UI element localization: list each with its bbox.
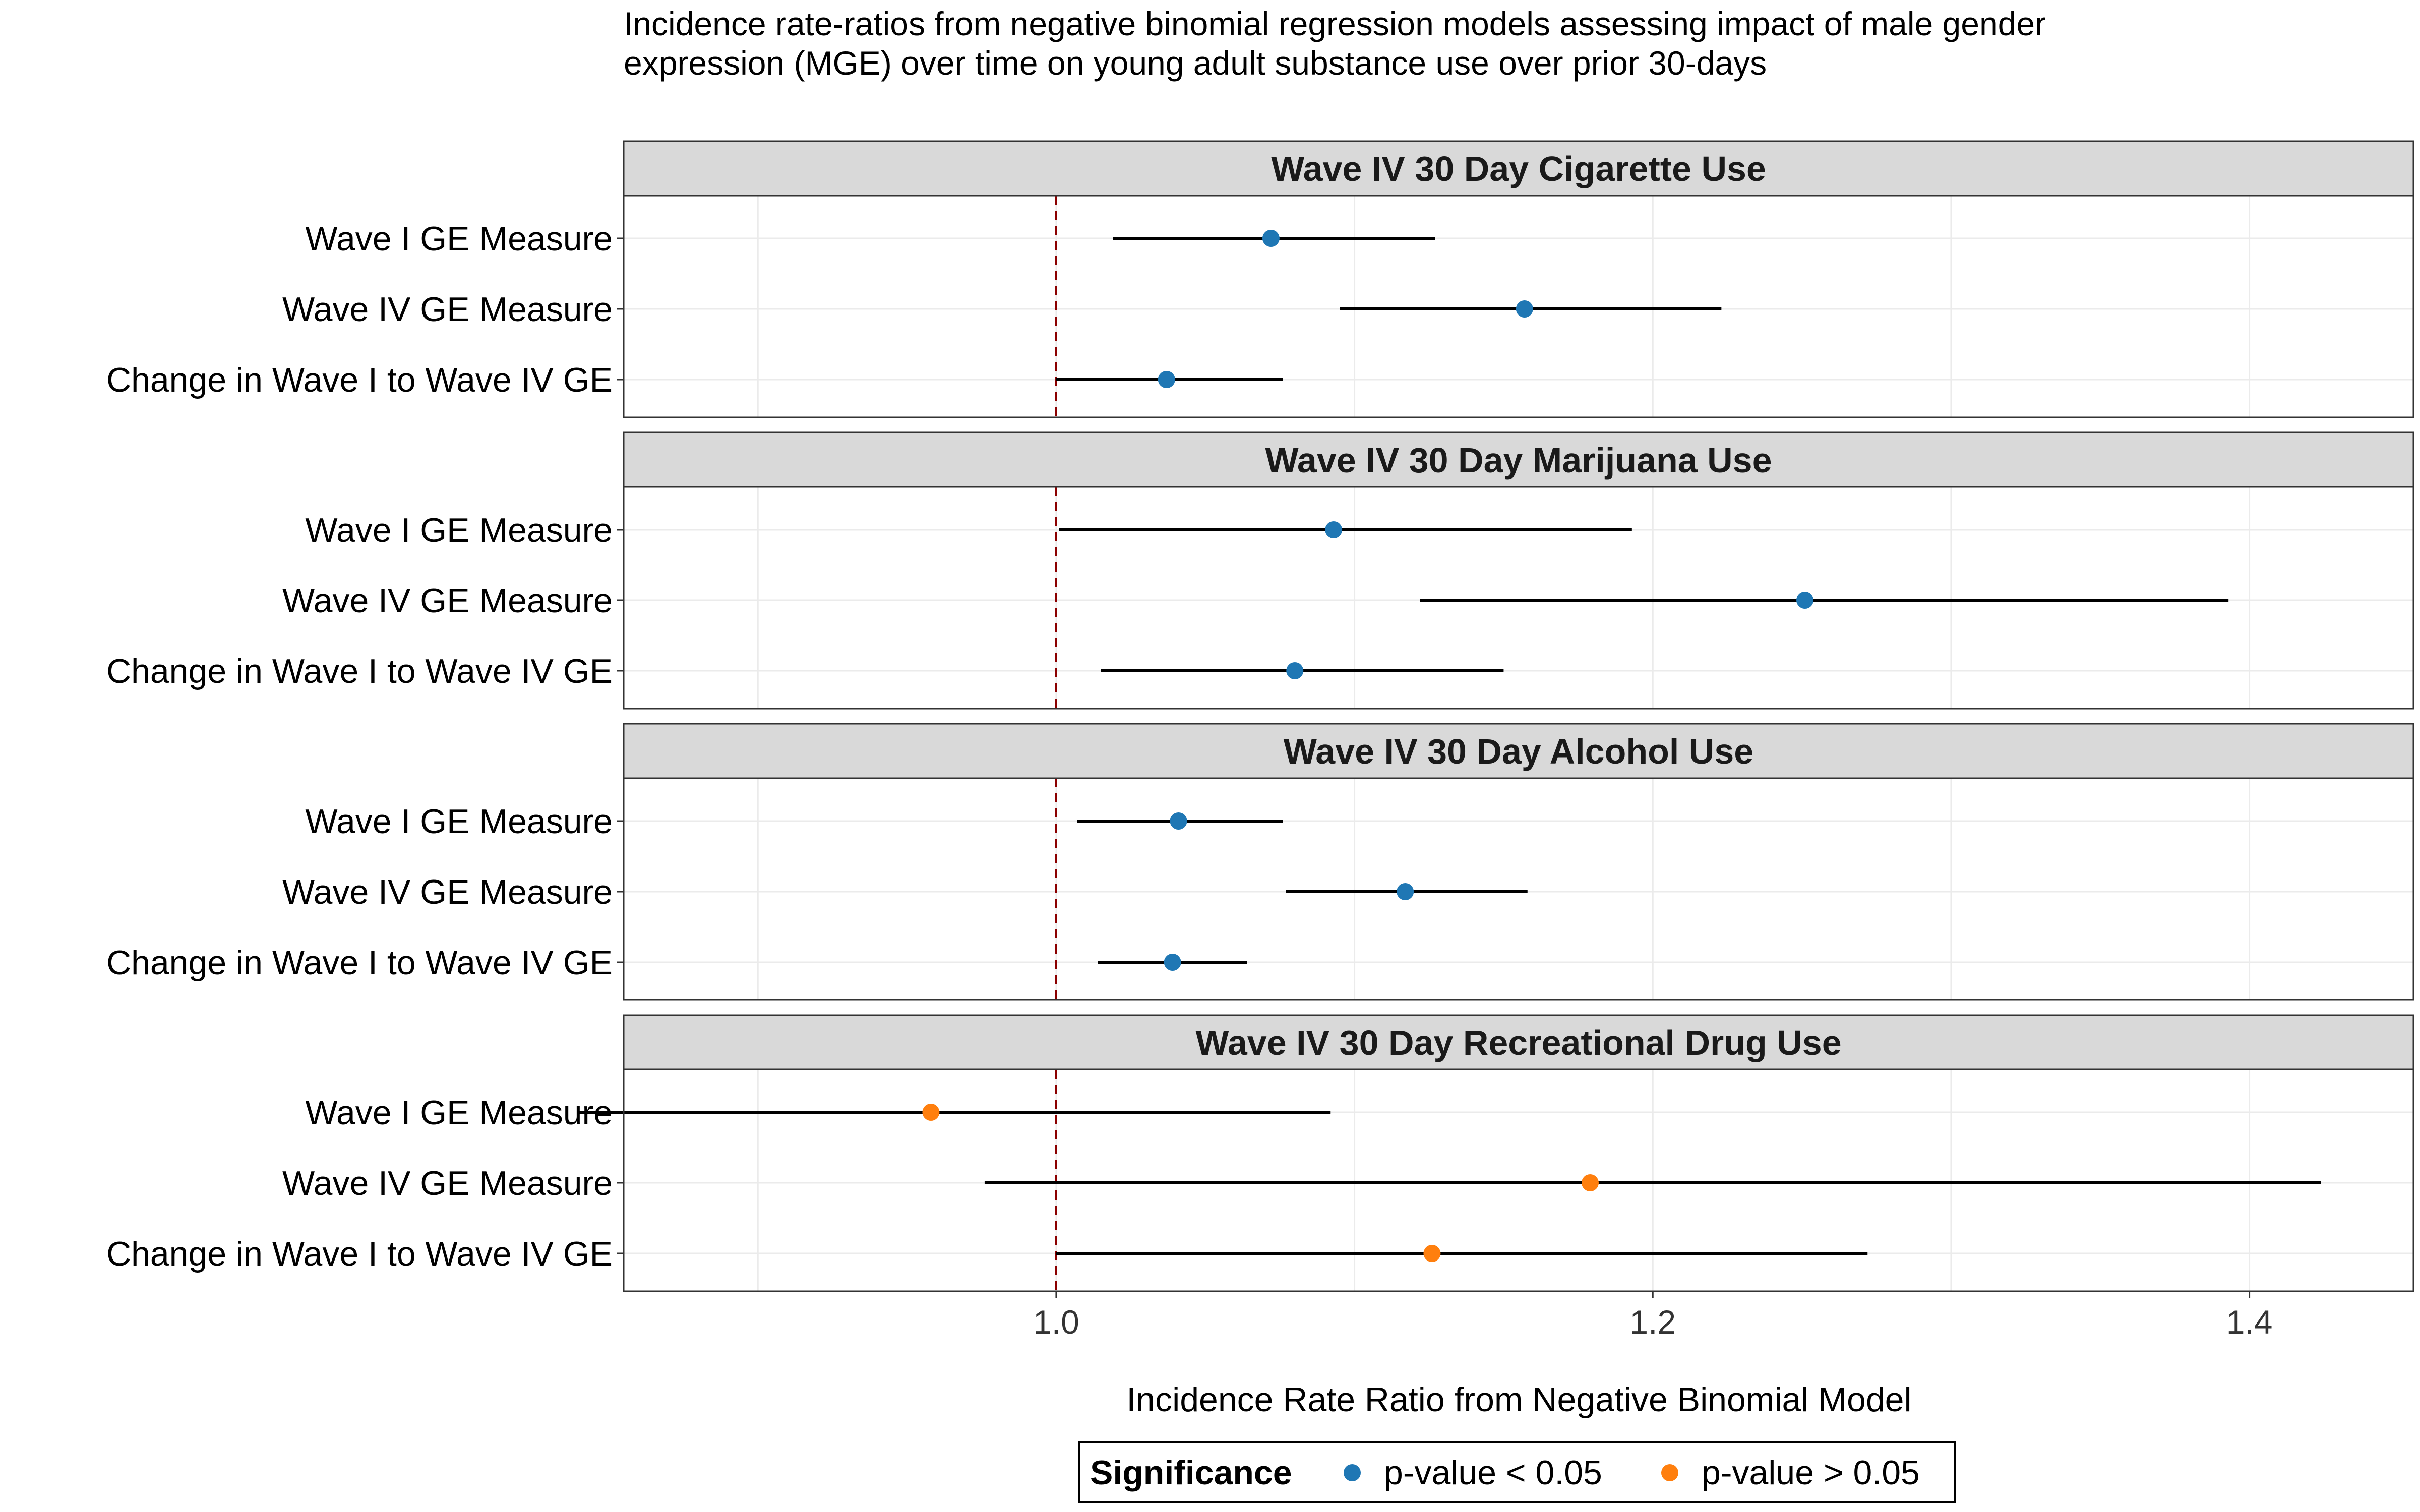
- panel-title: Wave IV 30 Day Cigarette Use: [1271, 149, 1766, 188]
- x-tick-label: 1.2: [1629, 1303, 1676, 1341]
- y-tick-label: Change in Wave I to Wave IV GE: [106, 361, 613, 399]
- y-tick-label: Change in Wave I to Wave IV GE: [106, 652, 613, 690]
- panel-wave-iv-30-day-recreational-drug-use: Wave IV 30 Day Recreational Drug Use Wave…: [106, 1014, 2414, 1292]
- estimate-point: [1286, 662, 1304, 679]
- panel-wave-iv-30-day-marijuana-use: Wave IV 30 Day Marijuana Use Wave I GE Me…: [106, 431, 2414, 710]
- legend-label-significant: p-value < 0.05: [1384, 1454, 1602, 1492]
- legend: Significance p-value < 0.05 p-value > 0.…: [1078, 1441, 1956, 1503]
- estimate-point: [1164, 954, 1181, 971]
- estimate-point: [922, 1104, 940, 1121]
- y-tick-label: Wave I GE Measure: [305, 220, 613, 258]
- estimate-point: [1397, 883, 1414, 900]
- x-axis: 1.0 1.2 1.4: [1033, 1291, 2272, 1341]
- panel-wave-iv-30-day-cigarette-use: Wave IV 30 Day Cigarette Use Wave I GE Me…: [106, 140, 2414, 418]
- panel-strip: [623, 1014, 2414, 1070]
- y-tick-label: Wave I GE Measure: [305, 802, 613, 841]
- y-tick-label: Change in Wave I to Wave IV GE: [106, 943, 613, 982]
- estimate-point: [1423, 1245, 1441, 1262]
- x-tick-label: 1.0: [1033, 1303, 1079, 1341]
- x-axis-label: Incidence Rate Ratio from Negative Binom…: [1126, 1380, 1911, 1419]
- panel-border: [623, 486, 2414, 710]
- legend-marker-not-significant: [1661, 1464, 1678, 1481]
- estimate-point: [1325, 521, 1343, 538]
- estimate-point: [1582, 1174, 1599, 1191]
- estimate-point: [1796, 592, 1813, 609]
- y-tick-label: Wave IV GE Measure: [282, 873, 613, 911]
- chart-title-line-1: Incidence rate-ratios from negative bino…: [624, 5, 2046, 42]
- panel-background: [624, 487, 2413, 709]
- panel-wave-iv-30-day-alcohol-use: Wave IV 30 Day Alcohol Use Wave I GE Meas…: [106, 723, 2414, 1001]
- estimate-point: [1170, 812, 1187, 830]
- panel-border: [623, 195, 2414, 418]
- legend-label-not-significant: p-value > 0.05: [1702, 1454, 1920, 1492]
- panel-strip: [623, 140, 2414, 197]
- panel-border: [623, 777, 2414, 1001]
- y-tick-label: Wave I GE Measure: [305, 1094, 613, 1132]
- estimate-point: [1262, 230, 1280, 247]
- facet-panels: Wave IV 30 Day Cigarette Use Wave I GE Me…: [106, 140, 2414, 1292]
- estimate-point: [1158, 371, 1175, 388]
- panel-border: [623, 1068, 2414, 1292]
- panel-title: Wave IV 30 Day Marijuana Use: [1265, 440, 1772, 480]
- y-tick-label: Wave IV GE Measure: [282, 1164, 613, 1203]
- legend-box: [1078, 1441, 1956, 1503]
- y-tick-label: Wave I GE Measure: [305, 511, 613, 549]
- panel-background: [624, 1069, 2413, 1291]
- estimate-point: [1516, 300, 1533, 318]
- panel-background: [624, 778, 2413, 1000]
- chart-title-line-2: expression (MGE) over time on young adul…: [624, 44, 1767, 82]
- y-tick-label: Wave IV GE Measure: [282, 582, 613, 620]
- y-tick-label: Wave IV GE Measure: [282, 290, 613, 329]
- panel-title: Wave IV 30 Day Alcohol Use: [1284, 732, 1753, 771]
- x-tick-label: 1.4: [2226, 1303, 2273, 1341]
- legend-title: Significance: [1090, 1454, 1292, 1492]
- panel-title: Wave IV 30 Day Recreational Drug Use: [1195, 1023, 1841, 1062]
- y-tick-label: Change in Wave I to Wave IV GE: [106, 1235, 613, 1273]
- legend-marker-significant: [1344, 1464, 1361, 1481]
